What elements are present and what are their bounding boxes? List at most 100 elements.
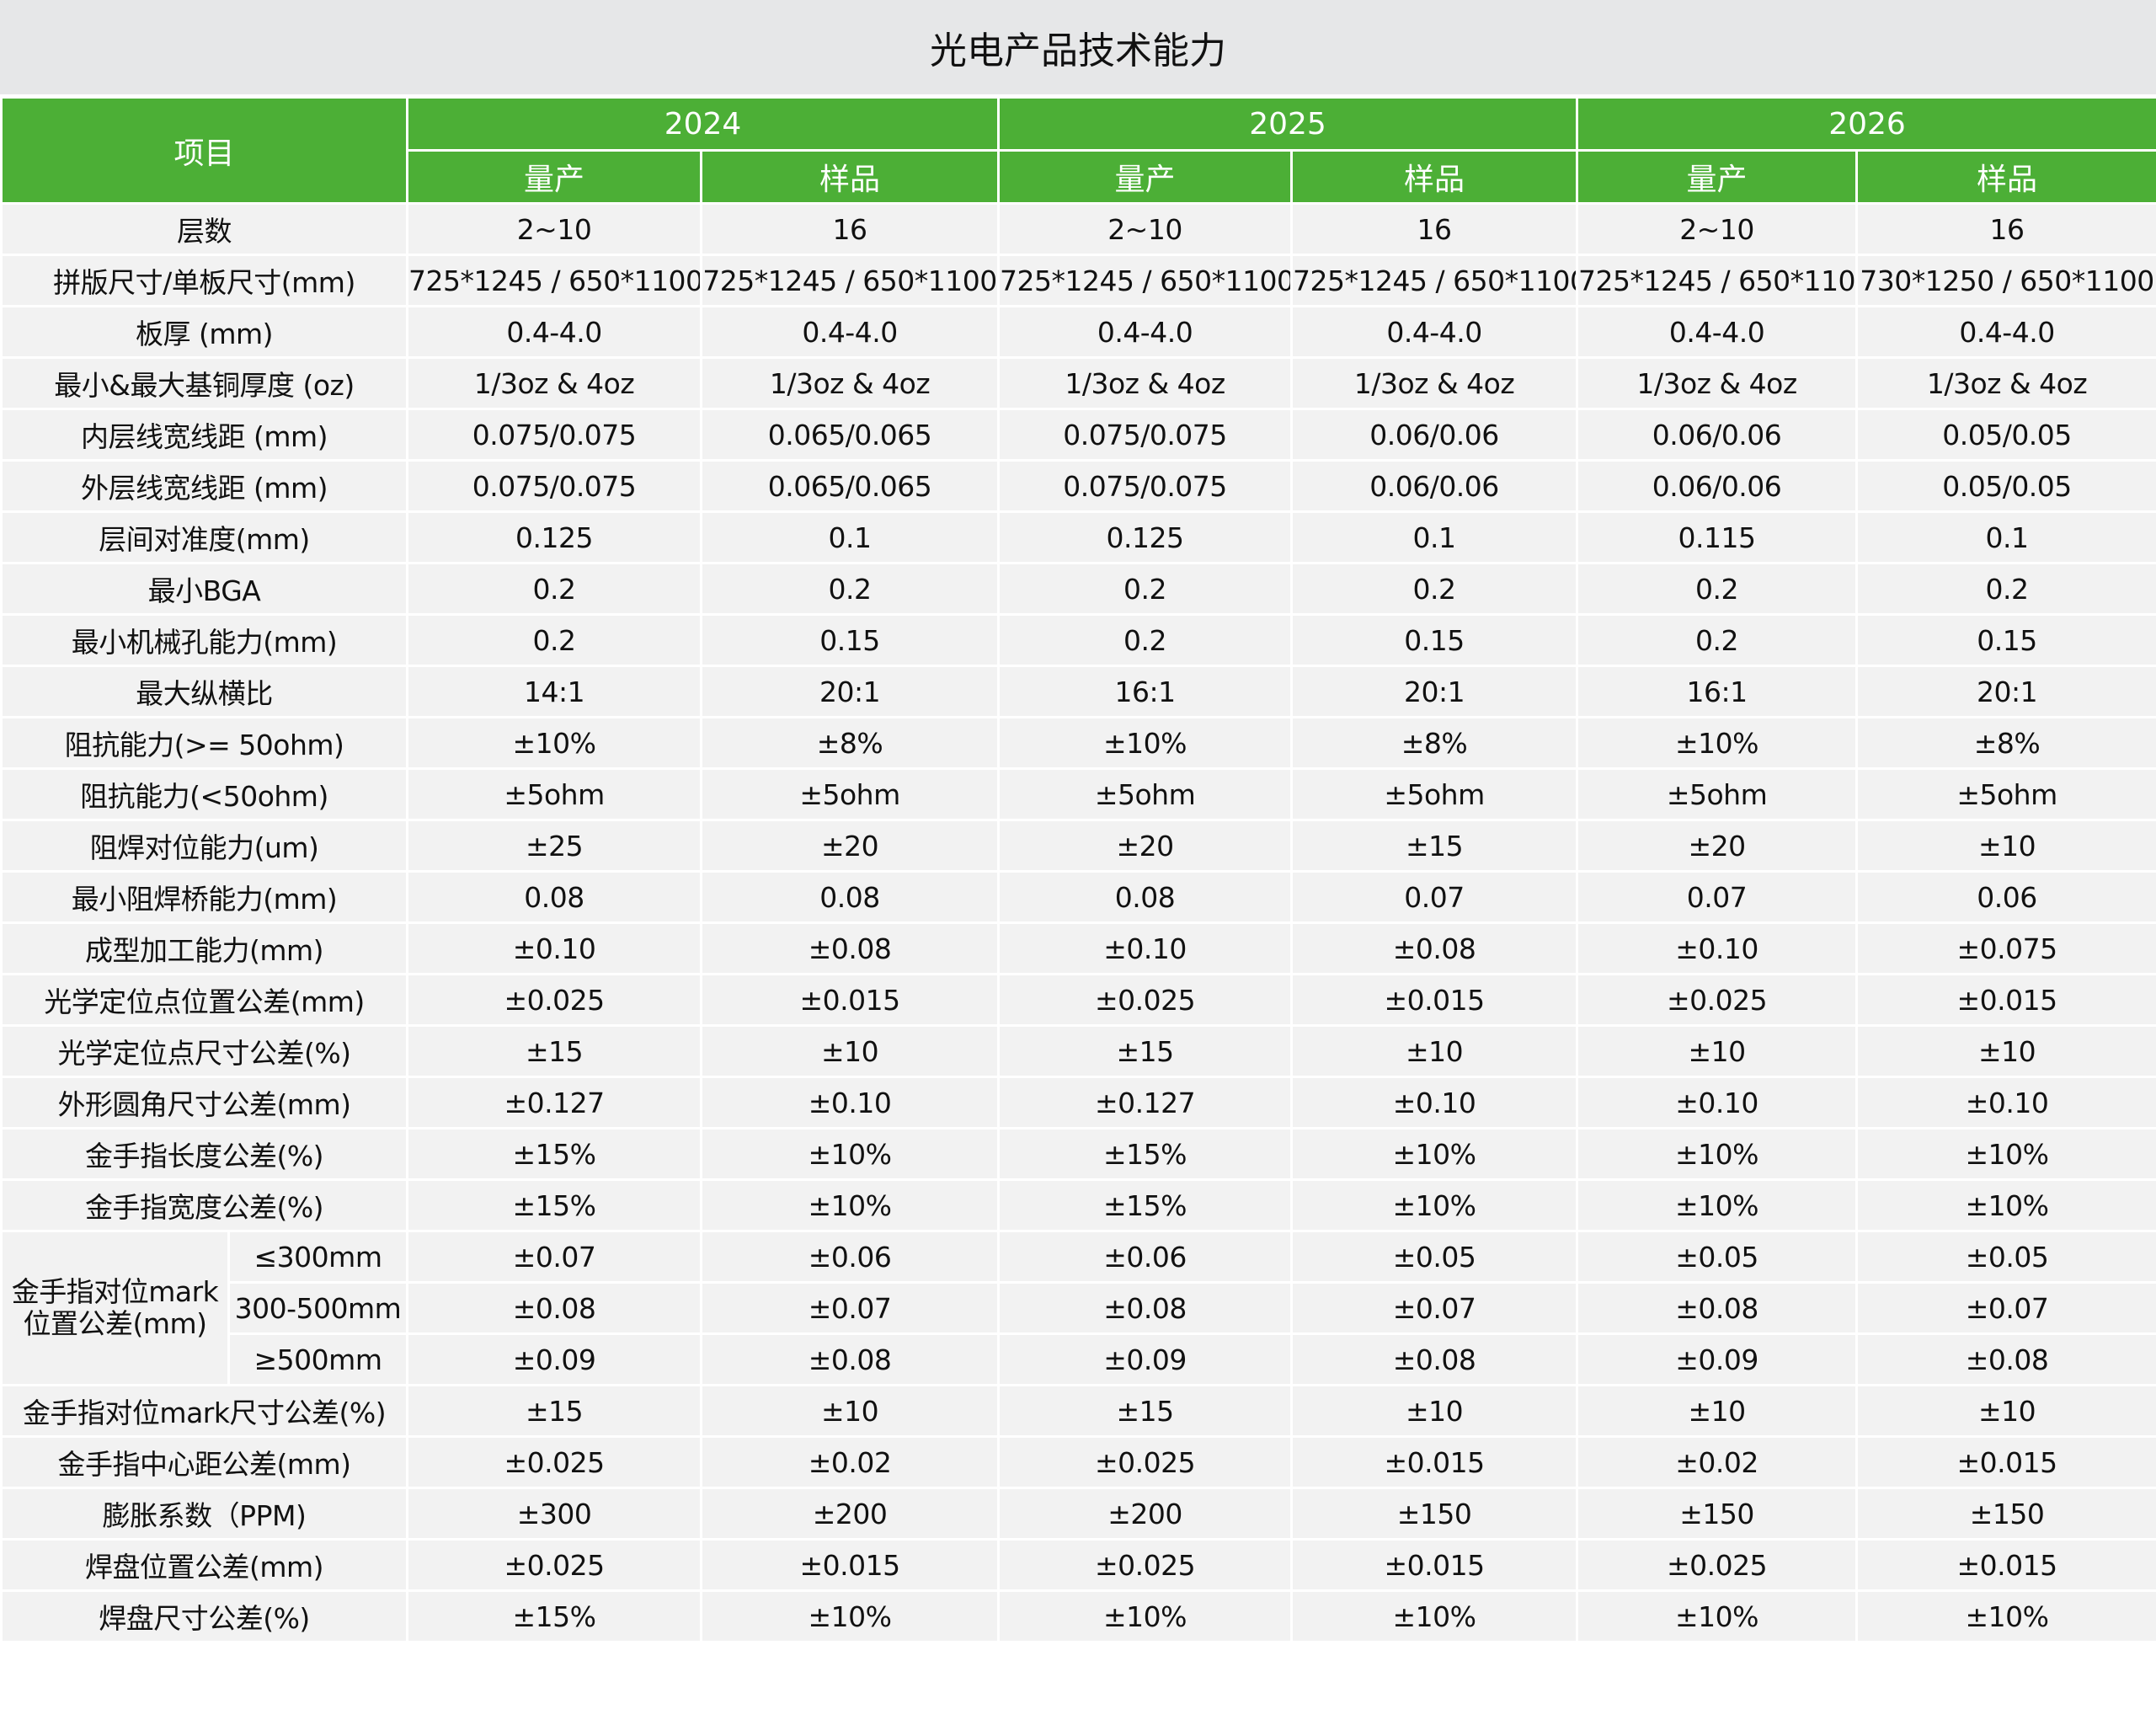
value-cell: ±8%	[1855, 716, 2156, 770]
value-cell: ±0.025	[406, 1538, 703, 1592]
value-cell: 725*1245 / 650*1100	[997, 254, 1294, 307]
value-cell: ±0.10	[997, 921, 1294, 975]
value-cell: 0.4-4.0	[997, 305, 1294, 359]
table-row: 层间对准度(mm) 0.125 0.1 0.125 0.1 0.115 0.1	[0, 510, 2156, 564]
table-row: 金手指长度公差(%) ±15% ±10% ±15% ±10% ±10% ±10%	[0, 1127, 2156, 1181]
value-cell: ±10%	[1576, 716, 1859, 770]
value-cell: ±0.08	[700, 1332, 1001, 1386]
header-item: 项目	[0, 96, 409, 205]
table-row: 膨胀系数（PPM) ±300 ±200 ±200 ±150 ±150 ±150	[0, 1487, 2156, 1541]
value-cell: 0.06/0.06	[1290, 459, 1579, 513]
value-cell: ±0.015	[1855, 973, 2156, 1027]
value-cell: ±0.05	[1855, 1230, 2156, 1284]
value-cell: ±10%	[1855, 1589, 2156, 1643]
value-cell: ±0.015	[1855, 1435, 2156, 1489]
value-cell: 0.2	[406, 562, 703, 616]
value-cell: ±0.05	[1576, 1230, 1859, 1284]
value-cell: ±10	[700, 1384, 1001, 1438]
value-cell: ±5ohm	[1290, 767, 1579, 821]
value-cell: ±200	[700, 1487, 1001, 1541]
value-cell: ±0.025	[406, 1435, 703, 1489]
value-cell: ±10%	[1290, 1589, 1579, 1643]
value-cell: 0.08	[997, 870, 1294, 924]
value-cell: 0.075/0.075	[997, 408, 1294, 462]
value-cell: 2~10	[1576, 202, 1859, 256]
value-cell: ±0.05	[1290, 1230, 1579, 1284]
value-cell: ±15%	[406, 1589, 703, 1643]
value-cell: ±15%	[406, 1178, 703, 1232]
value-cell: 16	[700, 202, 1001, 256]
row-label: 成型加工能力(mm)	[0, 921, 409, 975]
table-row: 300-500mm ±0.08 ±0.07 ±0.08 ±0.07 ±0.08 ±0.07	[2, 1281, 2156, 1335]
value-cell: 0.4-4.0	[1576, 305, 1859, 359]
value-cell: ±15	[997, 1384, 1294, 1438]
table-row: 阻焊对位能力(um) ±25 ±20 ±20 ±15 ±20 ±10	[0, 819, 2156, 873]
value-cell: 1/3oz & 4oz	[997, 356, 1294, 410]
value-cell: ±10	[1855, 819, 2156, 873]
group-label: 金手指对位mark位置公差(mm)	[0, 1230, 230, 1386]
row-label: 金手指中心距公差(mm)	[0, 1435, 409, 1489]
row-label: 最小BGA	[0, 562, 409, 616]
value-cell: 730*1250 / 650*1100	[1855, 254, 2156, 307]
value-cell: ±0.015	[700, 1538, 1001, 1592]
value-cell: ±10	[700, 1024, 1001, 1078]
value-cell: 0.4-4.0	[1290, 305, 1579, 359]
header-year: 2026	[1576, 96, 2156, 152]
value-cell: ±0.025	[1576, 1538, 1859, 1592]
table-row: 板厚 (mm) 0.4-4.0 0.4-4.0 0.4-4.0 0.4-4.0 0.4-4…	[0, 305, 2156, 359]
table-row: 金手指对位mark尺寸公差(%) ±15 ±10 ±15 ±10 ±10 ±10	[0, 1384, 2156, 1438]
header-sub: 量产	[406, 149, 703, 205]
value-cell: ±10	[1855, 1024, 2156, 1078]
value-cell: ±8%	[1290, 716, 1579, 770]
value-cell: 0.05/0.05	[1855, 408, 2156, 462]
value-cell: 2~10	[406, 202, 703, 256]
value-cell: 0.125	[997, 510, 1294, 564]
value-cell: ±0.08	[700, 921, 1001, 975]
table-row: 最小阻焊桥能力(mm) 0.08 0.08 0.08 0.07 0.07 0.06	[0, 870, 2156, 924]
value-cell: 725*1245 / 650*1100	[406, 254, 703, 307]
value-cell: 20:1	[1855, 665, 2156, 718]
value-cell: ±10	[1855, 1384, 2156, 1438]
table-row: 焊盘位置公差(mm) ±0.025 ±0.015 ±0.025 ±0.015 ±0.025…	[0, 1538, 2156, 1592]
value-cell: ±5ohm	[1855, 767, 2156, 821]
value-cell: ±0.02	[1576, 1435, 1859, 1489]
row-label: 阻抗能力(>= 50ohm)	[0, 716, 409, 770]
header-sub: 量产	[997, 149, 1294, 205]
value-cell: ±20	[1576, 819, 1859, 873]
value-cell: ±25	[406, 819, 703, 873]
table-row: 阻抗能力(<50ohm) ±5ohm ±5ohm ±5ohm ±5ohm ±5ohm ±5o…	[0, 767, 2156, 821]
value-cell: 0.2	[406, 613, 703, 667]
value-cell: ±15	[997, 1024, 1294, 1078]
value-cell: 0.06	[1855, 870, 2156, 924]
value-cell: ±200	[997, 1487, 1294, 1541]
row-label: 阻焊对位能力(um)	[0, 819, 409, 873]
table-row: 光学定位点尺寸公差(%) ±15 ±10 ±15 ±10 ±10 ±10	[0, 1024, 2156, 1078]
value-cell: 725*1245 / 650*1100	[1290, 254, 1579, 307]
table-row: 拼版尺寸/单板尺寸(mm) 725*1245 / 650*1100 725*1245…	[0, 254, 2156, 307]
table-row: 最大纵横比 14:1 20:1 16:1 20:1 16:1 20:1	[0, 665, 2156, 718]
row-label: 外形圆角尺寸公差(mm)	[0, 1076, 409, 1130]
table-row: 金手指宽度公差(%) ±15% ±10% ±15% ±10% ±10% ±10%	[0, 1178, 2156, 1232]
row-label: 膨胀系数（PPM)	[0, 1487, 409, 1541]
value-cell: 16	[1290, 202, 1579, 256]
value-cell: ±15	[1290, 819, 1579, 873]
value-cell: ±150	[1290, 1487, 1579, 1541]
value-cell: 0.08	[406, 870, 703, 924]
header-sub: 量产	[1576, 149, 1859, 205]
row-label: 焊盘尺寸公差(%)	[0, 1589, 409, 1643]
value-cell: 16:1	[997, 665, 1294, 718]
value-cell: 0.125	[406, 510, 703, 564]
value-cell: 0.06/0.06	[1290, 408, 1579, 462]
capability-table: 项目 2024 2025 2026 量产 样品 量产 样品 量产 样品 层数 2~…	[0, 96, 2156, 1643]
value-cell: ±15	[406, 1024, 703, 1078]
table-row: 光学定位点位置公差(mm) ±0.025 ±0.015 ±0.025 ±0.015 ±0.…	[0, 973, 2156, 1027]
row-label: ≤300mm	[227, 1230, 409, 1284]
value-cell: ±0.10	[700, 1076, 1001, 1130]
value-cell: ±0.06	[700, 1230, 1001, 1284]
value-cell: ±0.025	[997, 1435, 1294, 1489]
value-cell: 16	[1855, 202, 2156, 256]
page-title: 光电产品技术能力	[0, 0, 2156, 96]
value-cell: 0.065/0.065	[700, 459, 1001, 513]
value-cell: 1/3oz & 4oz	[1576, 356, 1859, 410]
value-cell: 0.4-4.0	[700, 305, 1001, 359]
